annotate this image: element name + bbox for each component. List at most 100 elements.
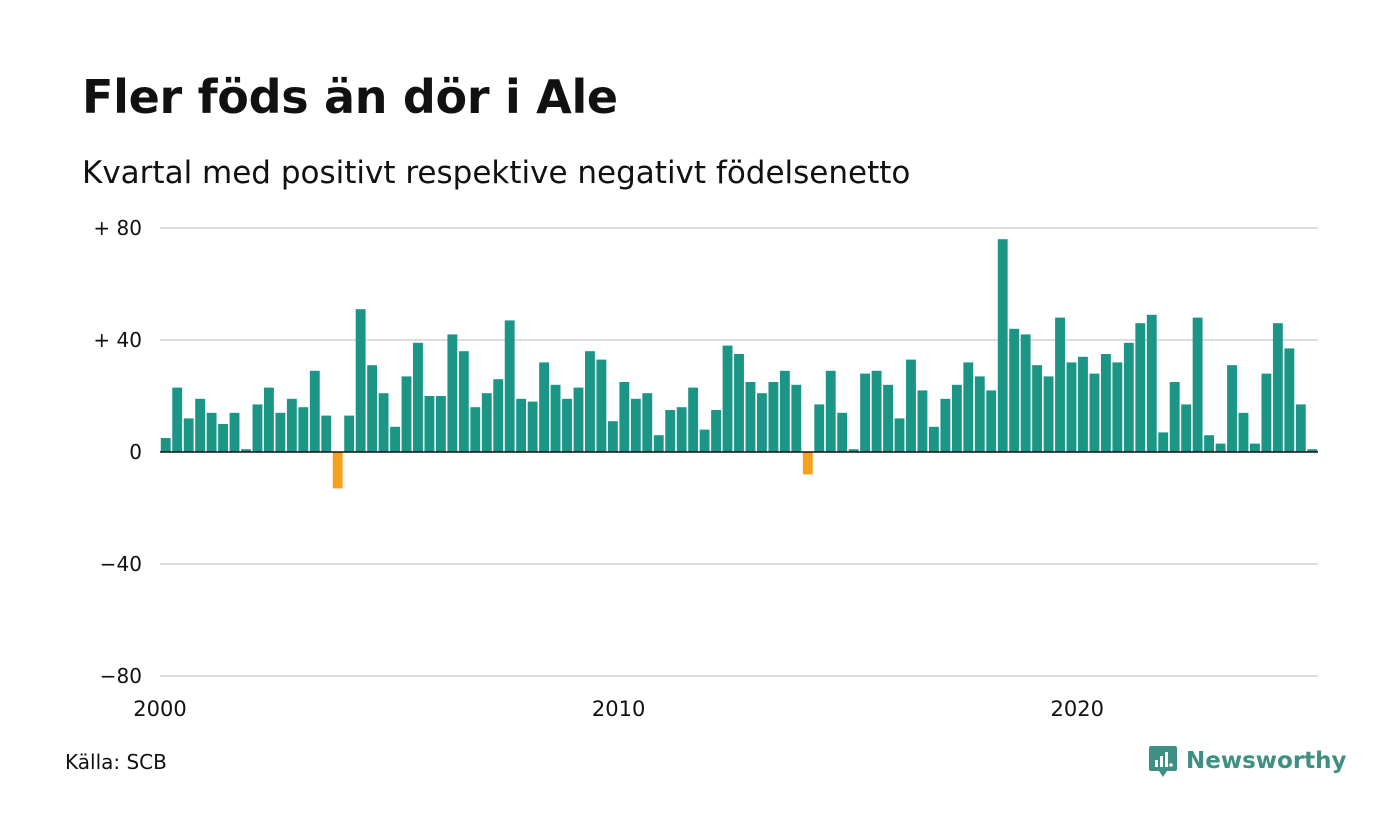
bar xyxy=(1295,404,1306,452)
bar xyxy=(1009,328,1020,452)
bar xyxy=(1089,373,1100,452)
bar xyxy=(630,398,641,452)
bar xyxy=(1181,404,1192,452)
bar xyxy=(1307,449,1318,452)
source-note: Källa: SCB xyxy=(65,750,167,774)
bar xyxy=(974,376,985,452)
bar xyxy=(263,387,274,452)
bar xyxy=(550,384,561,452)
bar xyxy=(883,384,893,452)
bar xyxy=(986,390,997,452)
bar xyxy=(699,429,710,452)
bar xyxy=(573,387,584,452)
bar xyxy=(1043,376,1054,452)
bar xyxy=(848,449,859,452)
x-tick-label: 2010 xyxy=(592,697,645,721)
bar xyxy=(195,398,206,452)
bar xyxy=(825,370,836,452)
bar xyxy=(172,387,183,452)
bar xyxy=(401,376,412,452)
bar xyxy=(241,449,251,452)
bar xyxy=(1078,356,1088,452)
y-tick-label: −80 xyxy=(100,664,142,688)
bar xyxy=(218,424,228,452)
bar xyxy=(424,396,435,452)
x-tick-label: 2000 xyxy=(133,697,186,721)
bar xyxy=(435,396,446,452)
bar xyxy=(458,351,469,452)
bar xyxy=(676,407,687,452)
bar xyxy=(940,398,951,452)
bar xyxy=(413,342,423,452)
bar xyxy=(1215,443,1226,452)
bar xyxy=(734,354,744,452)
x-tick-label: 2020 xyxy=(1051,697,1104,721)
y-tick-label: + 80 xyxy=(93,216,142,240)
chart-title: Fler föds än dör i Ale xyxy=(82,70,618,124)
bar-chart: + 80 + 40 0 −40 −80 2000 2010 2020 xyxy=(93,216,1318,721)
bar xyxy=(607,421,618,452)
bar xyxy=(1100,354,1111,452)
bar xyxy=(963,362,974,452)
bar xyxy=(1284,348,1295,452)
bar xyxy=(768,382,779,452)
bar xyxy=(298,407,309,452)
bar xyxy=(860,373,871,452)
bar xyxy=(814,404,825,452)
bar xyxy=(688,387,699,452)
bar xyxy=(504,320,515,452)
bar xyxy=(585,351,595,452)
bar xyxy=(756,393,767,452)
bar xyxy=(1169,382,1180,452)
bar xyxy=(206,412,217,452)
bar xyxy=(665,410,676,452)
bar xyxy=(286,398,297,452)
bar xyxy=(1032,365,1043,452)
bar xyxy=(344,415,355,452)
bar xyxy=(1272,323,1283,452)
bar xyxy=(355,309,366,452)
bar xyxy=(562,398,572,452)
bar xyxy=(332,452,343,489)
bar xyxy=(447,334,458,452)
bar xyxy=(1135,323,1146,452)
bar xyxy=(722,345,733,452)
bar xyxy=(1238,412,1249,452)
bar xyxy=(229,412,240,452)
y-tick-label: 0 xyxy=(129,440,142,464)
bar xyxy=(642,393,653,452)
bar xyxy=(917,390,928,452)
bar xyxy=(390,426,400,452)
bar xyxy=(1123,342,1134,452)
bar xyxy=(1261,373,1272,452)
bar xyxy=(791,384,802,452)
bars xyxy=(160,239,1318,489)
bar xyxy=(1146,314,1157,452)
bar xyxy=(951,384,962,452)
gridlines xyxy=(160,227,1318,677)
bar xyxy=(906,359,916,452)
bar xyxy=(1020,334,1031,452)
bar xyxy=(183,418,194,452)
y-tick-label: + 40 xyxy=(93,328,142,352)
bar xyxy=(928,426,939,452)
bar xyxy=(516,398,527,452)
bar xyxy=(711,410,722,452)
axes: + 80 + 40 0 −40 −80 2000 2010 2020 xyxy=(93,216,1318,721)
bar xyxy=(1192,317,1203,452)
bar xyxy=(1066,362,1077,452)
bar xyxy=(470,407,481,452)
brand-logo[interactable]: Newsworthy xyxy=(1148,744,1347,778)
bar xyxy=(481,393,492,452)
newsworthy-logo-icon xyxy=(1149,746,1177,777)
bar xyxy=(1250,443,1260,452)
bar xyxy=(619,382,630,452)
bar xyxy=(745,382,756,452)
bar xyxy=(252,404,263,452)
bar xyxy=(309,370,320,452)
bar xyxy=(871,370,882,452)
bar xyxy=(1055,317,1065,452)
bar xyxy=(1227,365,1237,452)
bar xyxy=(837,412,848,452)
bar xyxy=(378,393,389,452)
